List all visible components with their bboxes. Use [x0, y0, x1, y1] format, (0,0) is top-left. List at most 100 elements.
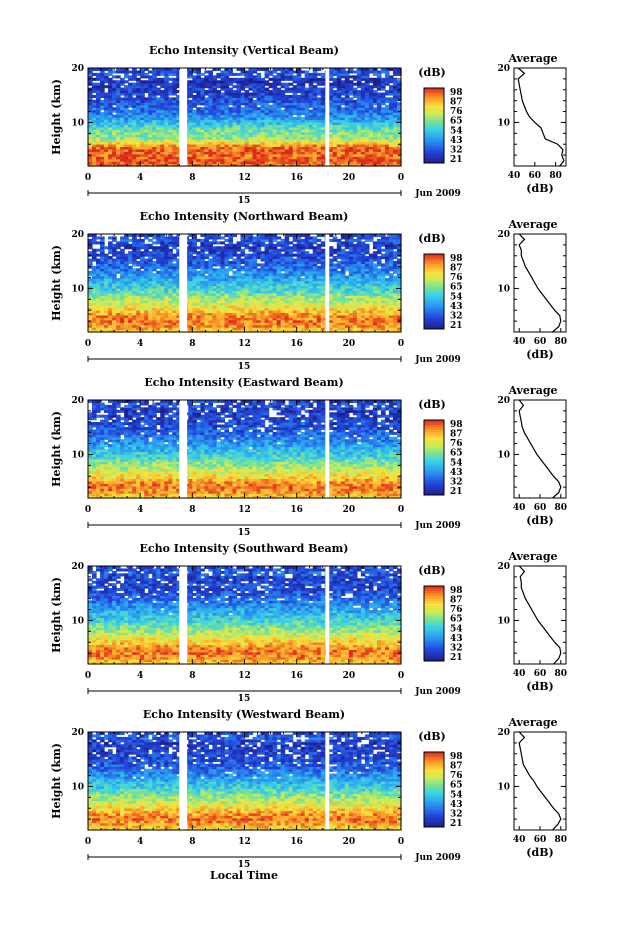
colorbar-tick-label: 54 [450, 624, 463, 634]
profile-x-tick-label: 80 [555, 337, 568, 347]
colorbar [423, 419, 445, 496]
colorbar-tick-label: 87 [450, 596, 463, 606]
x-tick-label: 8 [189, 173, 195, 183]
profile-y-tick-label: 20 [497, 396, 510, 406]
colorbar-tick-label: 32 [450, 311, 463, 321]
colorbar-tick-label: 98 [450, 88, 463, 98]
y-tick-label: 10 [71, 782, 84, 792]
colorbar-tick-label: 65 [450, 615, 463, 625]
x-tick-label: 16 [290, 671, 303, 681]
colorbar-tick-label: 98 [450, 420, 463, 430]
y-tick-label: 20 [71, 396, 84, 406]
colorbar-tick-label: 98 [450, 254, 463, 264]
profile-x-tick-label: 40 [513, 835, 526, 845]
colorbar-tick-label: 87 [450, 98, 463, 108]
data-gap [179, 400, 188, 498]
x-tick-label: 12 [238, 173, 251, 183]
colorbar-tick-label: 21 [450, 487, 463, 497]
colorbar [423, 253, 445, 330]
profile-line [517, 67, 565, 167]
heatmap-cells [88, 68, 402, 167]
profile-x-tick-label: 60 [534, 503, 547, 513]
colorbar-tick-label: 98 [450, 586, 463, 596]
profile-x-label: (dB) [526, 846, 553, 859]
profile-x-tick-label: 80 [549, 171, 562, 181]
x-tick-label: 4 [137, 505, 143, 515]
colorbar-tick-label: 65 [450, 117, 463, 127]
x-tick-label: 4 [137, 339, 143, 349]
x-tick-label: 12 [238, 339, 251, 349]
x-tick-label: 0 [398, 837, 404, 847]
profile-title: Average [507, 550, 557, 563]
colorbar-tick-label: 43 [450, 302, 463, 312]
panel-5: Echo Intensity (Westward Beam) 20 10 Height… [50, 708, 567, 870]
colorbar-tick-label: 21 [450, 155, 463, 165]
panel-title: Echo Intensity (Southward Beam) [140, 542, 349, 555]
y-axis-label: Height (km) [50, 577, 63, 653]
profile-x-tick-label: 40 [513, 669, 526, 679]
colorbar-tick-label: 65 [450, 283, 463, 293]
day-label: 15 [238, 362, 251, 372]
x-tick-label: 8 [189, 505, 195, 515]
x-tick-label: 0 [398, 173, 404, 183]
heatmap-cells [88, 234, 402, 333]
x-tick-label: 0 [398, 505, 404, 515]
profile-frame [513, 565, 567, 665]
heatmap-cells [88, 566, 402, 665]
profile-title: Average [507, 52, 557, 65]
y-axis-label: Height (km) [50, 743, 63, 819]
profile-x-tick-label: 60 [529, 171, 542, 181]
x-tick-label: 12 [238, 837, 251, 847]
colorbar-tick-label: 76 [450, 439, 463, 449]
colorbar-tick-label: 54 [450, 126, 463, 136]
colorbar-tick-label: 98 [450, 752, 463, 762]
y-tick-label: 20 [71, 728, 84, 738]
colorbar-tick-label: 32 [450, 643, 463, 653]
x-tick-label: 8 [189, 339, 195, 349]
x-tick-label: 16 [290, 173, 303, 183]
data-gap [179, 68, 188, 166]
x-tick-label: 16 [290, 505, 303, 515]
y-tick-label: 10 [71, 284, 84, 294]
colorbar-tick-label: 43 [450, 800, 463, 810]
profile-y-tick-label: 20 [497, 562, 510, 572]
x-tick-label: 16 [290, 339, 303, 349]
colorbar-tick-label: 43 [450, 468, 463, 478]
colorbar-tick-label: 32 [450, 809, 463, 819]
colorbar-tick-label: 43 [450, 634, 463, 644]
day-label: 15 [238, 528, 251, 538]
panel-2: Echo Intensity (Northward Beam) 20 10 Heigh… [50, 210, 567, 372]
date-label: Jun 2009 [414, 853, 461, 863]
x-tick-label: 12 [238, 671, 251, 681]
profile-x-tick-label: 40 [508, 171, 521, 181]
day-label: 15 [238, 694, 251, 704]
data-gap [179, 732, 188, 830]
y-tick-label: 20 [71, 230, 84, 240]
x-tick-label: 20 [343, 339, 356, 349]
profile-x-label: (dB) [526, 348, 553, 361]
colorbar-title: (dB) [418, 564, 445, 577]
profile-title: Average [507, 384, 557, 397]
x-tick-label: 0 [85, 505, 91, 515]
profile-y-tick-label: 10 [497, 284, 510, 294]
profile-y-tick-label: 20 [497, 728, 510, 738]
colorbar-tick-label: 87 [450, 264, 463, 274]
profile-x-tick-label: 80 [555, 503, 568, 513]
colorbar-tick-label: 32 [450, 145, 463, 155]
y-tick-label: 20 [71, 64, 84, 74]
colorbar-tick-label: 21 [450, 819, 463, 829]
colorbar-tick-label: 43 [450, 136, 463, 146]
data-gap [325, 566, 330, 664]
profile-x-tick-label: 80 [555, 669, 568, 679]
x-tick-label: 0 [398, 339, 404, 349]
panel-1: Echo Intensity (Vertical Beam) 20 10 Height… [50, 44, 567, 206]
day-label: 15 [238, 196, 251, 206]
day-label: 15 [238, 860, 251, 870]
colorbar-tick-label: 87 [450, 762, 463, 772]
profile-line [518, 399, 562, 499]
x-tick-label: 0 [85, 339, 91, 349]
x-tick-label: 20 [343, 671, 356, 681]
colorbar-tick-label: 21 [450, 653, 463, 663]
profile-x-tick-label: 60 [534, 669, 547, 679]
